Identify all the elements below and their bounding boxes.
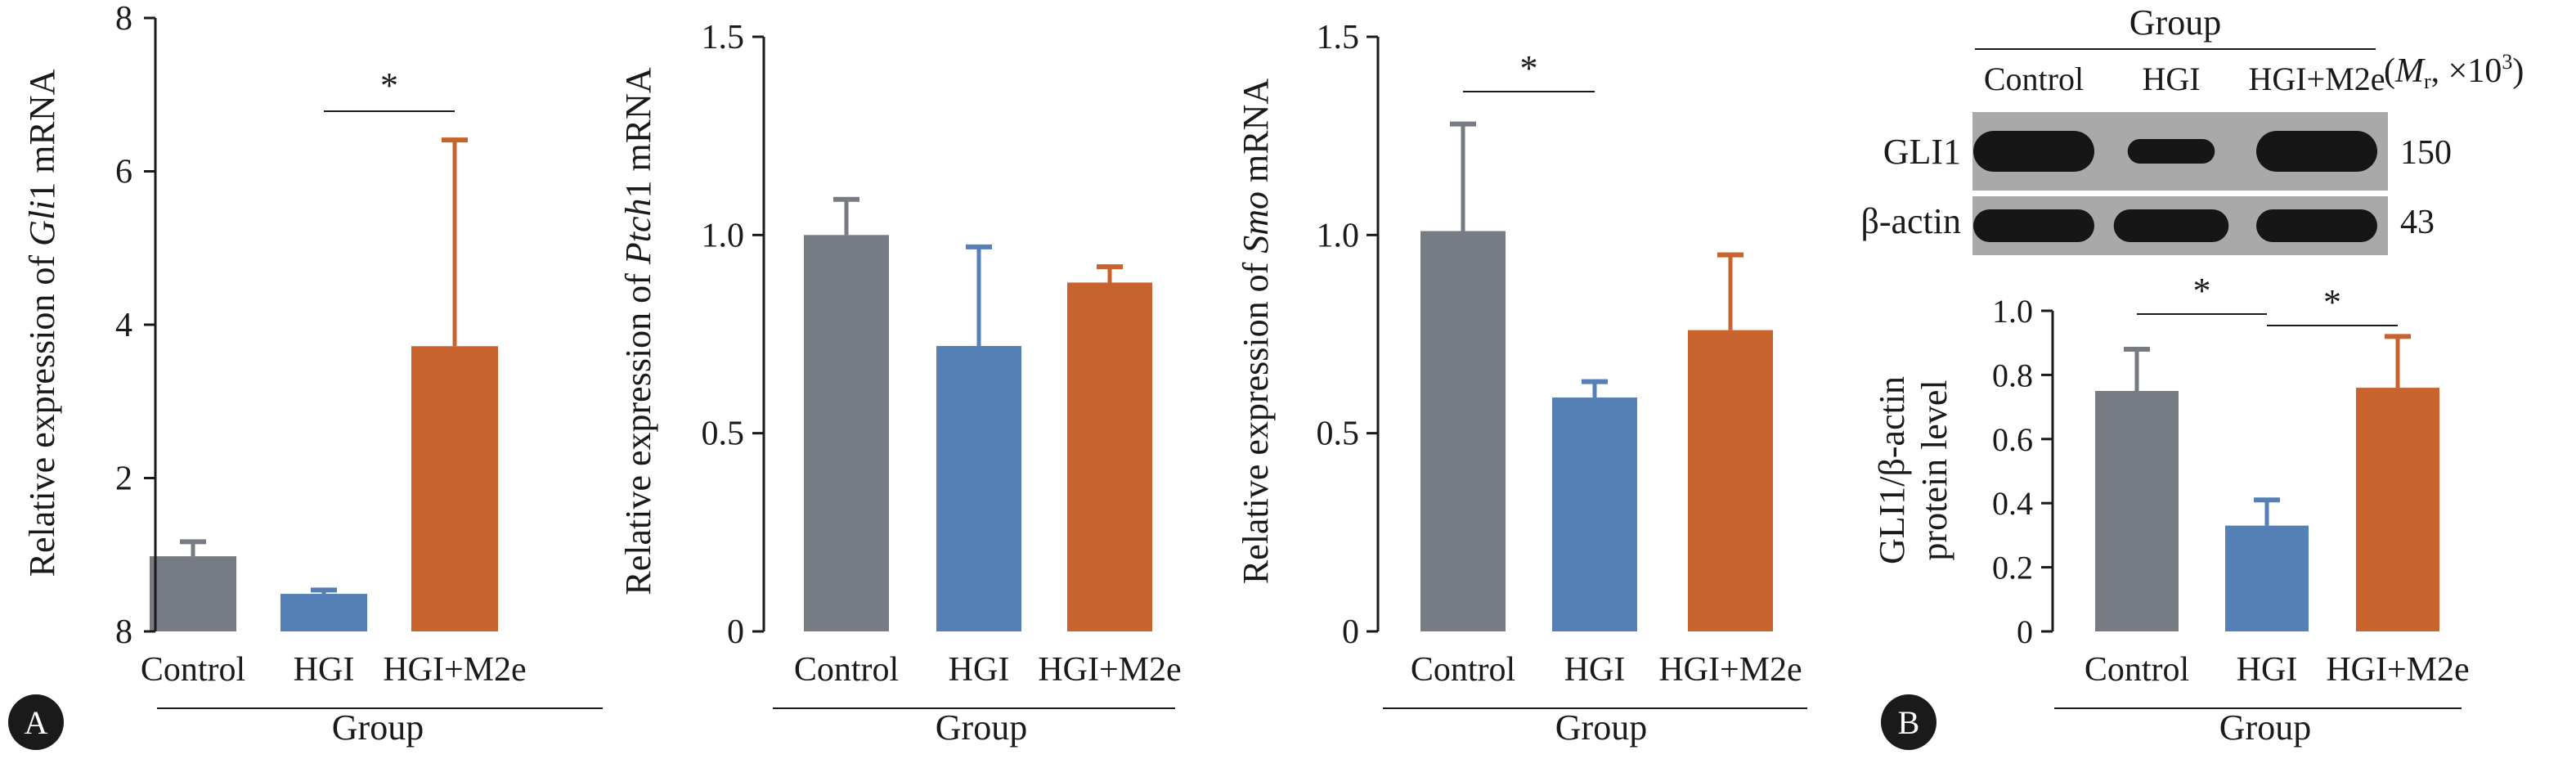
bar-hgi <box>1552 397 1637 631</box>
y-tick-label: 0 <box>1342 613 1359 651</box>
y-tick-label: 0.2 <box>1992 550 2033 586</box>
panel-label-b: B <box>1881 694 1936 750</box>
western-blot: Group Control HGI HGI+M2e (Mr, ×103) GLI… <box>1860 2 2524 255</box>
blot-band <box>2256 209 2377 242</box>
bar-hgi-m2e <box>1067 282 1152 631</box>
y-tick-label: 0.6 <box>1992 421 2033 458</box>
chart-smo-mrna: Relative expression of Smo mRNA Group 0 0… <box>1236 19 1807 748</box>
bar-control <box>150 556 236 631</box>
y-tick-label: 0.4 <box>1992 485 2033 522</box>
blot-band <box>2127 139 2215 164</box>
bar-control <box>804 235 889 631</box>
x-tick-label: Control <box>1411 651 1515 689</box>
y-tick-label: 1.5 <box>702 19 745 56</box>
svg-text:B: B <box>1898 704 1920 741</box>
blot-band <box>1973 209 2094 242</box>
x-tick-label: Control <box>2085 651 2189 689</box>
y-tick-label: 0.5 <box>1317 415 1360 453</box>
blot-group-label: Group <box>2129 2 2221 43</box>
y-axis-label-line1: GLI1/β-actin <box>1872 376 1912 564</box>
molecular-weight-unit: (Mr, ×103) <box>2384 50 2524 93</box>
y-tick-label: 0 <box>727 613 744 651</box>
chart-gli1-mrna: Relative expression of Gli1 mRNA Group 8… <box>22 0 603 748</box>
bar-hgi <box>2225 525 2309 631</box>
y-tick-label: 6 <box>115 154 132 191</box>
chart-gli1-protein: GLI1/β-actin protein level Group 0 0.2 0.4… <box>1872 271 2470 748</box>
x-tick-label: HGI <box>949 651 1010 689</box>
y-axis-label: Relative expression of Smo mRNA <box>1236 79 1276 585</box>
bar-hgi-m2e <box>411 346 498 631</box>
bar-control <box>2095 391 2179 631</box>
significance-marker: * <box>1520 48 1538 88</box>
y-tick-label: 1.5 <box>1317 19 1360 56</box>
y-tick-label: 1.0 <box>1992 293 2033 330</box>
y-tick-label: 8 <box>115 613 132 651</box>
blot-lane-label-hgi: HGI <box>2142 61 2200 97</box>
blot-lane-label-control: Control <box>1984 61 2084 97</box>
panel-label-a: A <box>8 694 64 750</box>
x-tick-label: HGI+M2e <box>1658 651 1802 689</box>
blot-row-label-beta-actin: β-actin <box>1860 201 1961 241</box>
significance-marker: * <box>380 65 398 106</box>
bar-hgi-m2e <box>1688 330 1773 631</box>
x-axis-label: Group <box>1555 707 1647 748</box>
y-axis-label: Relative expression of Ptch1 mRNA <box>618 67 658 595</box>
x-tick-label: HGI <box>294 651 355 689</box>
y-tick-label: 8 <box>115 0 132 38</box>
y-tick-label: 0.5 <box>702 415 745 453</box>
blot-band <box>2256 131 2377 172</box>
x-tick-label: Control <box>794 651 899 689</box>
x-tick-label: HGI+M2e <box>383 651 526 689</box>
bar-control <box>1420 231 1506 631</box>
x-tick-label: HGI <box>2237 651 2298 689</box>
bar-hgi-m2e <box>2356 388 2439 631</box>
bar-hgi <box>280 594 367 631</box>
x-tick-label: HGI+M2e <box>1038 651 1181 689</box>
y-axis-label-line2: protein level <box>1914 380 1954 560</box>
y-tick-label: 0.8 <box>1992 357 2033 393</box>
blot-band <box>2113 209 2229 242</box>
x-axis-label: Group <box>2219 707 2311 748</box>
x-axis-label: Group <box>936 707 1027 748</box>
y-tick-label: 0 <box>2017 613 2033 650</box>
x-axis-label: Group <box>332 707 424 748</box>
y-tick-label: 1.0 <box>702 217 745 254</box>
svg-text:A: A <box>25 704 48 741</box>
blot-lane-label-hgi-m2e: HGI+M2e <box>2249 61 2385 97</box>
blot-mw-gli1: 150 <box>2400 134 2452 172</box>
y-tick-label: 4 <box>115 307 132 344</box>
blot-band <box>1973 131 2094 172</box>
y-tick-label: 2 <box>115 460 132 498</box>
blot-row-label-gli1: GLI1 <box>1883 132 1961 172</box>
blot-mw-beta-actin: 43 <box>2400 204 2435 241</box>
x-tick-label: Control <box>141 651 245 689</box>
significance-marker: * <box>2193 271 2211 311</box>
x-tick-label: HGI+M2e <box>2326 651 2469 689</box>
y-axis-label: Relative expression of Gli1 mRNA <box>22 69 62 577</box>
x-tick-label: HGI <box>1564 651 1626 689</box>
chart-ptch1-mrna: Relative expression of Ptch1 mRNA Group … <box>618 19 1182 748</box>
significance-marker: * <box>2323 282 2341 322</box>
bar-hgi <box>936 346 1021 631</box>
y-tick-label: 1.0 <box>1317 217 1360 254</box>
